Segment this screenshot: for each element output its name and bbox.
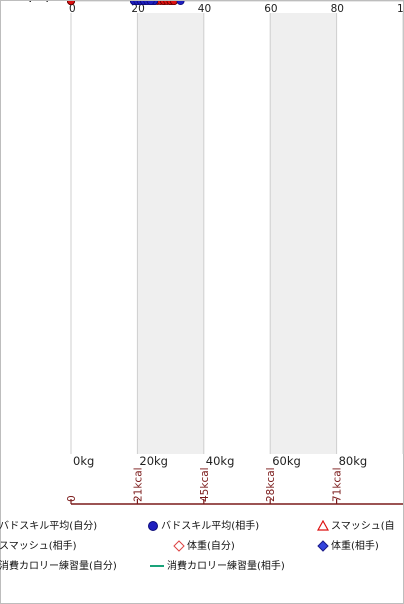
legend-label: スマッシュ(自	[331, 521, 395, 532]
chart-plot: 2010/01/012012/01/012013/12/312015/12/31…	[1, 1, 404, 505]
legend-item-smash-self: スマッシュ(自	[316, 519, 395, 535]
y-tick-label: 2023/12/29	[3, 1, 64, 4]
line-green-icon	[150, 565, 164, 567]
y-tick-label: 2015/12/31	[3, 1, 64, 4]
legend-label: 体重(相手)	[331, 541, 379, 552]
legend-item-skill-self: バドスキル平均(自分)	[0, 519, 97, 535]
triangle-red-icon	[316, 519, 330, 531]
y-tick-label: 2010/01/01	[3, 1, 64, 4]
top-tick-label: 80	[331, 3, 344, 15]
diamond-red-icon	[173, 540, 185, 552]
bottom-tick-label: 80kg	[339, 454, 368, 468]
legend-row-2: スマッシュ(相手) 体重(自分) 体重(相手)	[0, 539, 404, 555]
data-point	[169, 1, 178, 5]
legend-row-1: バドスキル平均(自分) バドスキル平均(相手) スマッシュ(自	[0, 519, 404, 535]
top-tick-label: 10	[397, 3, 404, 15]
legend-label: バドスキル平均(相手)	[161, 521, 260, 532]
calorie-tick-label: 28kcal	[265, 467, 277, 502]
top-tick-label: 40	[198, 3, 211, 15]
legend-item-weight-opponent: 体重(相手)	[317, 539, 379, 555]
bottom-tick-label: 0kg	[73, 454, 94, 468]
calorie-tick-label: 21kcal	[132, 467, 144, 502]
series-circle-red	[67, 1, 178, 5]
diamond-blue-icon	[317, 540, 329, 552]
legend-label: 消費カロリー練習量(相手)	[167, 561, 285, 572]
shaded-band	[137, 13, 204, 454]
series-circle-blue	[130, 1, 185, 5]
y-tick-label: 2012/01/01	[3, 1, 64, 4]
y-tick-label: 2017/12/30	[3, 1, 64, 4]
legend-item-weight-self: 体重(自分)	[173, 539, 235, 555]
bottom-tick-label: 40kg	[206, 454, 235, 468]
legend-label: バドスキル平均(自分)	[0, 521, 98, 532]
y-tick-label: 2021/12/29	[3, 1, 64, 4]
calorie-tick-label: 0	[66, 495, 78, 502]
bottom-tick-label: 20kg	[139, 454, 168, 468]
legend-label: スマッシュ(相手)	[0, 541, 77, 552]
calorie-tick-label: 71kcal	[332, 467, 344, 502]
calorie-tick-label: 45kcal	[199, 467, 211, 502]
legend-item-smash-opponent: スマッシュ(相手)	[0, 539, 77, 555]
bottom-tick-label: 60kg	[272, 454, 301, 468]
y-tick-label: 2019/12/30	[3, 1, 64, 4]
y-tick-label: 2013/12/31	[3, 1, 64, 4]
legend-label: 消費カロリー練習量(自分)	[0, 561, 117, 572]
data-point	[176, 1, 185, 5]
legend-item-calorie-self: 消費カロリー練習量(自分)	[0, 559, 117, 575]
legend-row-3: 消費カロリー練習量(自分) 消費カロリー練習量(相手)	[0, 559, 404, 575]
top-tick-label: 20	[131, 3, 144, 15]
circle-blue-icon	[148, 521, 158, 531]
y-tick-label: 2025/12/28	[3, 1, 64, 4]
legend-item-calorie-opponent: 消費カロリー練習量(相手)	[149, 559, 285, 575]
shaded-band	[270, 13, 337, 454]
legend-label: 体重(自分)	[187, 541, 235, 552]
legend-item-skill-opponent: バドスキル平均(相手)	[147, 519, 259, 535]
top-tick-label: 0	[69, 3, 76, 15]
data-point	[67, 1, 75, 5]
top-tick-label: 60	[264, 3, 277, 15]
data-point	[146, 1, 155, 5]
